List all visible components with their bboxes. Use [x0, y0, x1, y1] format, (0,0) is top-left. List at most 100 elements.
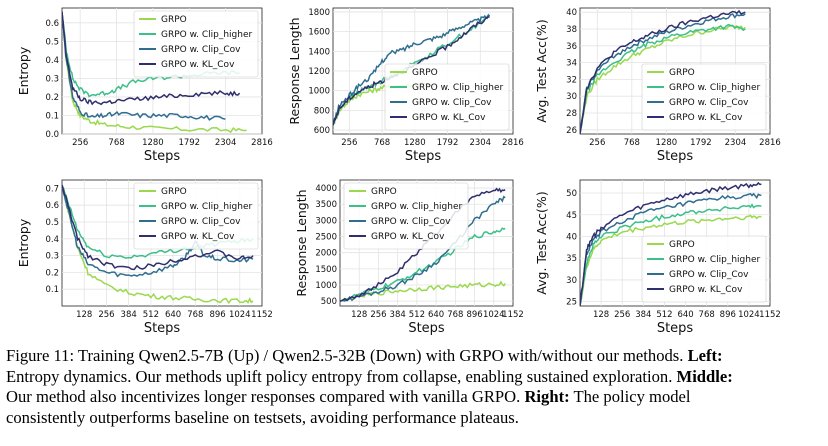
x-tick-label: 256	[589, 138, 605, 148]
y-tick-label: 3500	[315, 200, 337, 210]
legend-label: GRPO	[669, 68, 695, 78]
y-tick-label: 26	[566, 126, 577, 136]
y-tick-label: 1200	[308, 67, 330, 77]
legend-label: GRPO w. Clip_higher	[371, 202, 463, 212]
series-line	[62, 11, 226, 121]
caption-line-2: Entropy dynamics. Our methods uplift pol…	[6, 367, 822, 388]
caption-bold-left: Left:	[687, 346, 723, 365]
y-tick-label: 800	[314, 106, 330, 116]
x-tick-label: 768	[699, 310, 715, 320]
legend-label: GRPO	[161, 15, 187, 25]
x-tick-label: 512	[143, 310, 159, 320]
y-tick-label: 0.5	[45, 37, 59, 47]
y-tick-label: 30	[566, 276, 577, 286]
y-axis-label: Response Length	[294, 189, 309, 296]
x-tick-label: 768	[108, 138, 124, 148]
legend-label: GRPO w. KL_Cov	[669, 285, 743, 295]
x-tick-label: 2816	[251, 138, 273, 148]
y-tick-label: 500	[321, 297, 337, 307]
x-tick-label: 1152	[251, 310, 273, 320]
x-tick-label: 128	[76, 310, 92, 320]
x-tick-label: 256	[72, 138, 88, 148]
x-tick-label: 2304	[215, 138, 237, 148]
y-tick-label: 0.4	[45, 56, 59, 66]
x-tick-label: 768	[187, 310, 203, 320]
y-tick-label: 1000	[315, 281, 337, 291]
y-axis-label: Avg. Test Acc(%)	[534, 191, 549, 294]
legend: GRPO GRPO w. Clip_higher GRPO w. Clip_Cov G…	[641, 235, 767, 303]
x-tick-label: 128	[351, 310, 367, 320]
y-tick-label: 2000	[315, 249, 337, 259]
caption-text: Entropy dynamics. Our methods uplift pol…	[6, 366, 677, 386]
y-tick-label: 38	[566, 25, 577, 35]
caption-text: Figure 11: Training Qwen2.5-7B (Up) / Qw…	[6, 346, 688, 365]
y-tick-label: 3000	[315, 216, 337, 226]
x-tick-label: 768	[374, 138, 390, 148]
series-line	[580, 13, 746, 134]
x-tick-label: 896	[466, 310, 482, 320]
y-tick-label: 0.2	[45, 268, 59, 278]
legend: GRPO GRPO w. Clip_higher GRPO w. Clip_Cov G…	[343, 182, 469, 250]
y-tick-label: 0.0	[45, 130, 59, 140]
legend-label: GRPO w. KL_Cov	[669, 113, 743, 123]
x-tick-label: 128	[593, 310, 609, 320]
caption-bold-right: Right:	[524, 387, 570, 406]
y-tick-label: 1600	[308, 28, 330, 38]
legend-label: GRPO w. Clip_higher	[669, 255, 761, 265]
y-tick-label: 0.1	[45, 111, 59, 121]
legend-label: GRPO	[412, 68, 438, 78]
x-tick-label: 2304	[469, 138, 491, 148]
y-tick-label: 1500	[315, 265, 337, 275]
series-line	[580, 181, 762, 306]
legend-label: GRPO w. Clip_higher	[161, 202, 253, 212]
y-tick-label: 32	[566, 75, 577, 85]
legend-box	[133, 10, 259, 78]
x-tick-label: 768	[624, 138, 640, 148]
y-tick-label: 1400	[308, 47, 330, 57]
y-axis-label: Avg. Test Acc(%)	[534, 19, 549, 122]
legend-label: GRPO w. Clip_Cov	[161, 45, 241, 55]
x-axis-label: Steps	[144, 149, 181, 164]
chart-top-acc: 256 768 1280 1792 2304 2816 26 28 30 32 34 36 38 40 St…	[534, 7, 781, 164]
x-tick-label: 2304	[725, 138, 747, 148]
x-axis-label: Steps	[408, 321, 445, 336]
y-tick-label: 1800	[308, 8, 330, 18]
x-tick-label: 1280	[656, 138, 678, 148]
x-axis-label: Steps	[657, 149, 694, 164]
y-tick-label: 40	[566, 232, 577, 242]
x-tick-label: 640	[677, 310, 693, 320]
x-tick-label: 512	[409, 310, 425, 320]
y-tick-label: 0.6	[45, 19, 59, 29]
x-tick-label: 1792	[437, 138, 459, 148]
x-tick-label: 2816	[759, 138, 781, 148]
x-tick-label: 1024	[229, 310, 251, 320]
y-tick-label: 1000	[308, 87, 330, 97]
x-tick-label: 2816	[502, 138, 524, 148]
legend-label: GRPO w. Clip_Cov	[371, 217, 451, 227]
series-line	[580, 203, 762, 306]
y-tick-label: 36	[566, 42, 577, 52]
caption-line-1: Figure 11: Training Qwen2.5-7B (Up) / Qw…	[6, 346, 822, 367]
legend-box	[641, 235, 767, 303]
x-tick-label: 384	[121, 310, 137, 320]
chart-top-response: 256 768 1280 1792 2304 2816 600 800 1000 1200 1400…	[287, 7, 524, 164]
series-line	[580, 214, 762, 306]
y-tick-label: 0.6	[45, 201, 59, 211]
x-tick-label: 256	[341, 138, 357, 148]
legend: GRPO GRPO w. Clip_higher GRPO w. Clip_Cov G…	[384, 63, 510, 131]
legend-label: GRPO	[371, 187, 397, 197]
y-tick-label: 600	[314, 126, 330, 136]
y-tick-label: 0.1	[45, 285, 59, 295]
x-tick-label: 1024	[738, 310, 760, 320]
legend-label: GRPO w. Clip_Cov	[669, 98, 749, 108]
x-tick-label: 512	[656, 310, 672, 320]
y-tick-label: 40	[566, 8, 577, 18]
legend-label: GRPO w. Clip_Cov	[412, 98, 492, 108]
series-line	[62, 11, 241, 106]
legend: GRPO GRPO w. Clip_higher GRPO w. Clip_Cov G…	[641, 63, 767, 131]
y-tick-label: 2500	[315, 233, 337, 243]
x-tick-label: 384	[635, 310, 651, 320]
y-tick-label: 35	[566, 254, 577, 264]
y-tick-label: 0.5	[45, 218, 59, 228]
x-tick-label: 768	[447, 310, 463, 320]
